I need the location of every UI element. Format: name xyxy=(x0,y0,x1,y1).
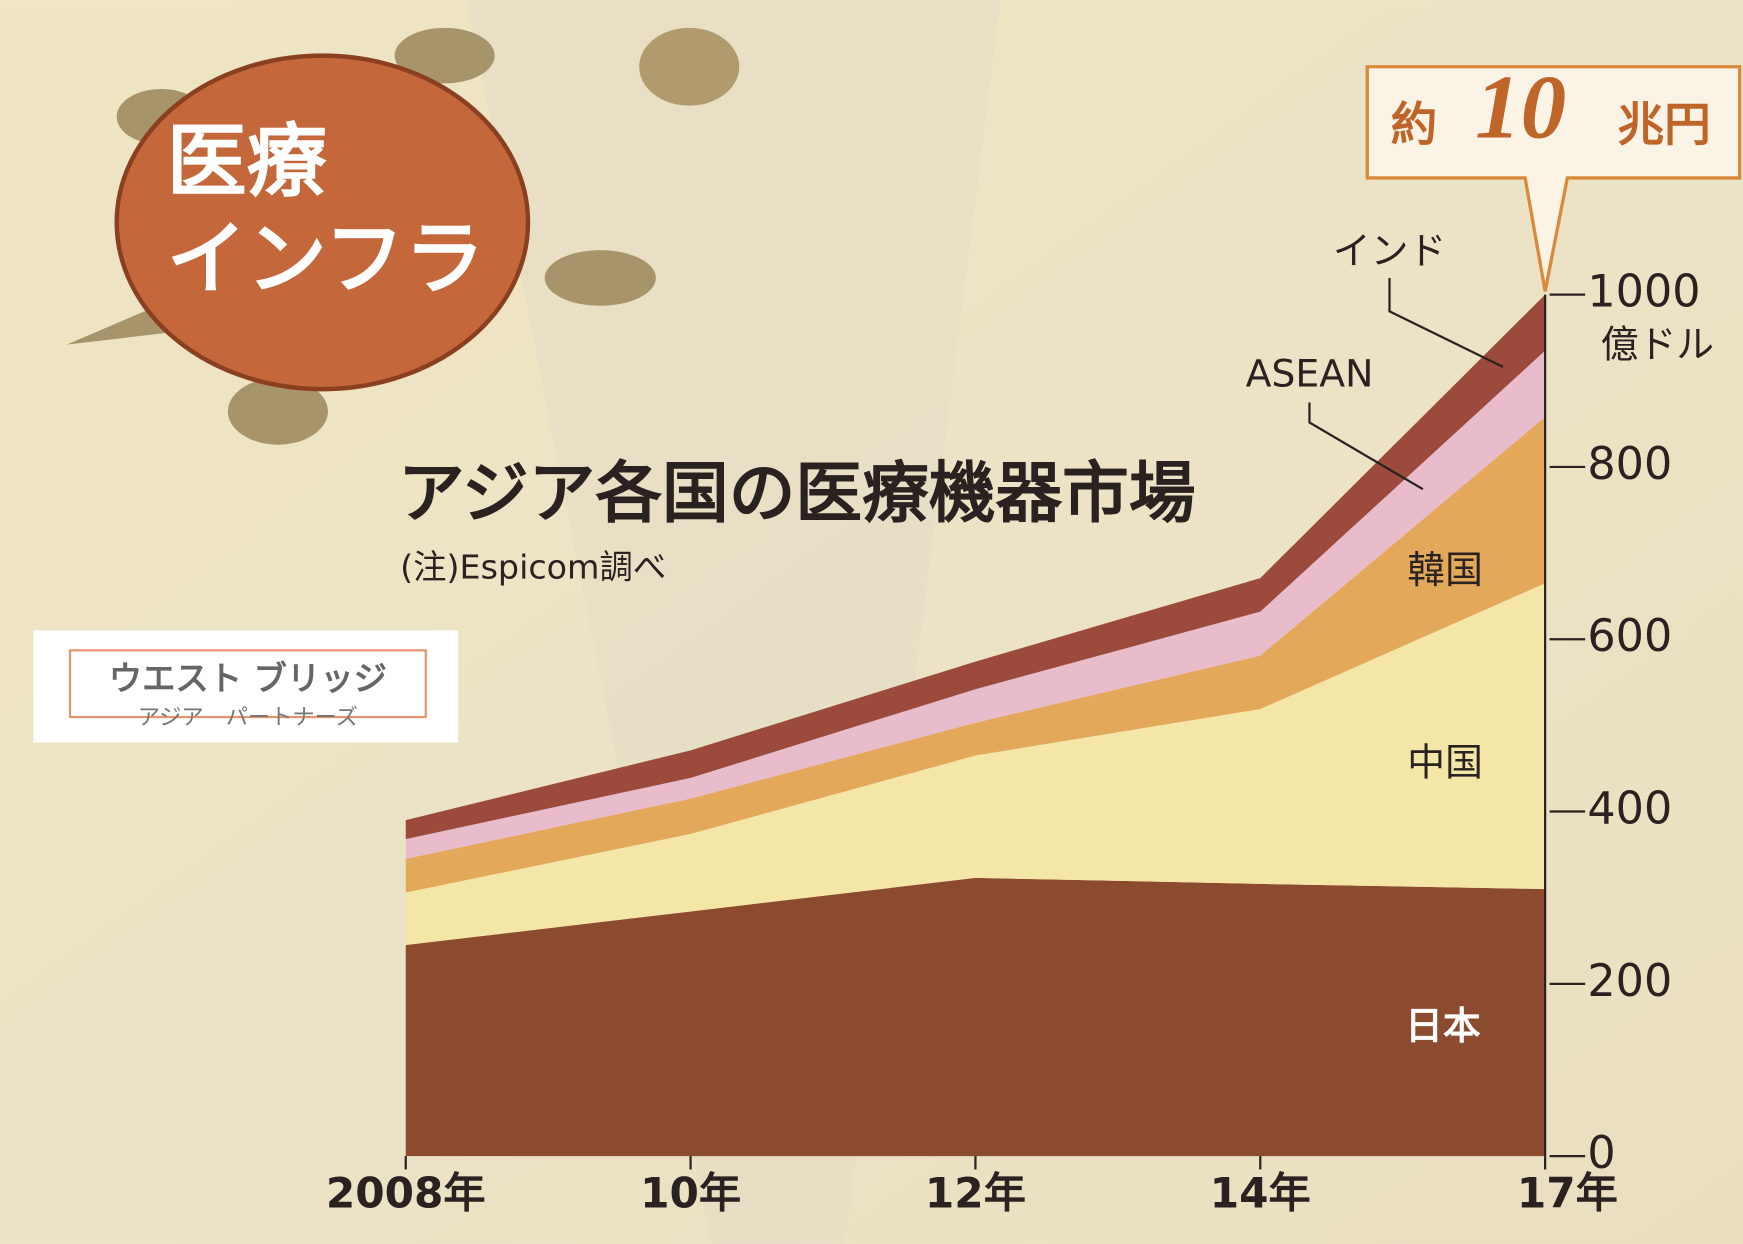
leader-line xyxy=(1388,277,1504,368)
logo-sub: アジア パートナーズ xyxy=(138,705,358,731)
logo-name: ウエスト ブリッジ xyxy=(109,659,387,698)
y-tick-label: 1000 xyxy=(1587,267,1700,318)
x-tick-label: 2008年 xyxy=(326,1169,486,1218)
chart-title: アジア各国の医療機器市場 xyxy=(398,454,1196,532)
area xyxy=(405,350,1546,859)
y-tick-label: 200 xyxy=(1587,956,1672,1007)
y-tick-label: 800 xyxy=(1587,439,1672,490)
turtle xyxy=(66,27,740,445)
area xyxy=(405,416,1546,893)
series-label: 韓国 xyxy=(1407,548,1483,592)
callout-suffix: 兆円 xyxy=(1617,98,1710,152)
y-tick-label: 0 xyxy=(1587,1128,1615,1179)
callout-number: 10 xyxy=(1475,57,1566,158)
series-label: インド xyxy=(1333,229,1446,273)
x-tick-label: 12年 xyxy=(925,1169,1026,1218)
area xyxy=(405,583,1546,946)
area xyxy=(405,877,1546,1157)
y-tick-label: 400 xyxy=(1587,784,1672,835)
y-tick-label: 600 xyxy=(1587,611,1672,662)
badge-line: 医療 xyxy=(167,115,327,208)
series-label: 中国 xyxy=(1407,740,1483,784)
leader-line xyxy=(1308,402,1424,491)
series-label: 日本 xyxy=(1405,1004,1481,1048)
callout-prefix: 約 xyxy=(1391,98,1438,152)
callout-box xyxy=(1365,65,1742,292)
series-label: ASEAN xyxy=(1246,351,1374,395)
x-tick-label: 10年 xyxy=(640,1169,741,1218)
chart-note: (注)Espicom調べ xyxy=(400,548,666,587)
logo-box xyxy=(33,630,458,743)
x-tick-label: 17年 xyxy=(1517,1169,1618,1218)
y-unit: 億ドル xyxy=(1601,322,1714,366)
logo-frame xyxy=(68,649,427,719)
x-tick-label: 14年 xyxy=(1210,1169,1311,1218)
badge-line: インフラ xyxy=(167,213,485,306)
